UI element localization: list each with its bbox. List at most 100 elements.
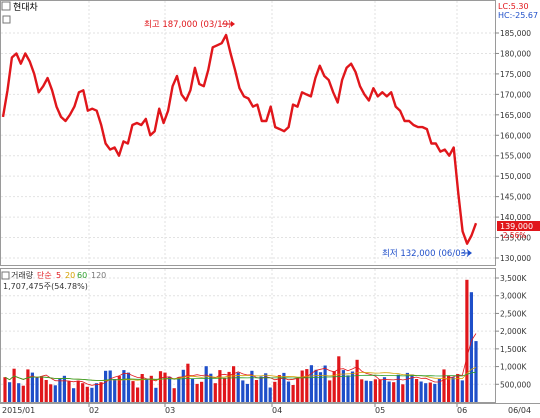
volume-bar xyxy=(369,381,373,402)
volume-bar xyxy=(451,377,455,402)
volume-bar xyxy=(99,382,103,402)
volume-bar xyxy=(90,387,94,402)
volume-bar xyxy=(442,369,446,402)
volume-bar xyxy=(469,292,473,402)
last-change-label: -2.56% xyxy=(500,231,527,240)
volume-bar xyxy=(373,379,377,402)
volume-bar xyxy=(355,359,359,402)
volume-bar xyxy=(158,371,163,402)
volume-bar xyxy=(419,381,423,402)
volume-bar xyxy=(314,369,318,402)
volume-bar xyxy=(300,370,304,402)
volume-tick-label: 2,000K xyxy=(500,327,527,336)
price-tick-label: 180,000 xyxy=(500,49,531,58)
volume-bar xyxy=(40,376,44,402)
ma5-line xyxy=(4,333,477,386)
price-axis: 185,000 180,000 175,000 170,000 165,000 160,0… xyxy=(495,29,531,263)
volume-bar xyxy=(424,383,428,402)
volume-bar xyxy=(323,365,327,402)
volume-bar xyxy=(241,380,245,402)
volume-tick-label: 3,500K xyxy=(500,274,527,283)
volume-axis: 3,500K 3,000K 2,500K 2,000K 1,500K 1,000K 500,… xyxy=(495,274,531,389)
volume-bar xyxy=(268,387,272,402)
volume-bar xyxy=(209,373,213,402)
price-tick-label: 130,000 xyxy=(500,254,531,263)
date-tick-label: 04 xyxy=(272,406,282,415)
stock-name: 현대차 xyxy=(13,1,39,13)
date-tick-label: 06 xyxy=(457,406,467,415)
price-tick-label: 165,000 xyxy=(500,111,531,120)
volume-tick-label: 3,000K xyxy=(500,292,527,301)
volume-bar xyxy=(273,381,277,402)
price-tick-label: 140,000 xyxy=(500,213,531,222)
volume-bar xyxy=(117,376,121,402)
date-tick-label: 05 xyxy=(375,406,385,415)
volume-bar xyxy=(447,375,451,402)
current-volume: 1,707,475주(54.78%) xyxy=(3,282,88,291)
volume-bar xyxy=(8,382,12,402)
volume-bar xyxy=(277,375,281,402)
volume-bar xyxy=(433,383,437,402)
price-tick-label: 145,000 xyxy=(500,193,531,202)
lc-label: LC:5.30 xyxy=(498,2,529,11)
volume-bar xyxy=(131,381,135,402)
volume-bar xyxy=(172,388,176,402)
price-tick-label: 150,000 xyxy=(500,172,531,181)
volume-bar xyxy=(392,382,396,402)
volume-bar xyxy=(67,381,71,402)
volume-bar xyxy=(136,387,140,402)
volume-bar xyxy=(405,372,409,402)
volume-bar xyxy=(428,382,432,402)
volume-bar xyxy=(186,363,190,402)
low-annotation: 최저 132,000 (06/03) xyxy=(382,248,469,259)
volume-bar xyxy=(44,380,48,402)
volume-bar xyxy=(30,372,34,402)
volume-bar xyxy=(140,374,144,402)
volume-bar xyxy=(17,383,21,402)
volume-bar xyxy=(387,381,391,402)
price-tick-label: 170,000 xyxy=(500,90,531,99)
volume-bar xyxy=(104,370,108,402)
volume-bar xyxy=(149,375,153,402)
volume-bar xyxy=(154,387,158,402)
volume-bar xyxy=(309,365,313,402)
date-tick-label: 2015/01 xyxy=(2,406,35,415)
volume-bar xyxy=(474,341,478,402)
volume-bar xyxy=(58,378,62,402)
volume-bar xyxy=(85,386,89,402)
price-tick-label: 175,000 xyxy=(500,70,531,79)
volume-bar xyxy=(337,356,341,402)
price-line xyxy=(1,33,478,245)
price-tick-label: 155,000 xyxy=(500,152,531,161)
volume-bar xyxy=(360,379,364,402)
volume-bar xyxy=(3,377,7,402)
volume-bar xyxy=(465,279,469,402)
volume-bar xyxy=(341,370,345,402)
volume-bar xyxy=(410,374,414,402)
date-tick-label: 03 xyxy=(165,406,175,415)
volume-bar xyxy=(364,380,368,402)
date-axis: 2015/01 02 03 04 05 06 06/04 xyxy=(2,403,531,415)
checkbox[interactable] xyxy=(1,1,11,11)
hc-label: HC:-25.67 xyxy=(498,11,538,20)
legend-ma20: 20 xyxy=(65,271,75,280)
low-arrow-icon xyxy=(461,250,472,256)
volume-bar xyxy=(291,385,295,402)
volume-bar xyxy=(72,388,76,402)
volume-bar xyxy=(218,370,222,402)
volume-bar xyxy=(236,372,240,402)
volume-bar xyxy=(232,366,236,402)
checkbox-volume[interactable] xyxy=(1,271,10,280)
volume-bars xyxy=(3,279,478,402)
volume-title: 거래량 xyxy=(11,270,34,280)
volume-bar xyxy=(305,369,309,402)
volume-bar xyxy=(378,379,382,402)
grid-toggle-icon[interactable] xyxy=(2,15,11,24)
volume-bar xyxy=(195,383,199,402)
volume-bar xyxy=(204,366,208,402)
volume-bar xyxy=(286,381,291,402)
volume-bar xyxy=(328,380,332,402)
volume-bar xyxy=(245,383,249,402)
volume-tick-label: 1,500K xyxy=(500,345,527,354)
